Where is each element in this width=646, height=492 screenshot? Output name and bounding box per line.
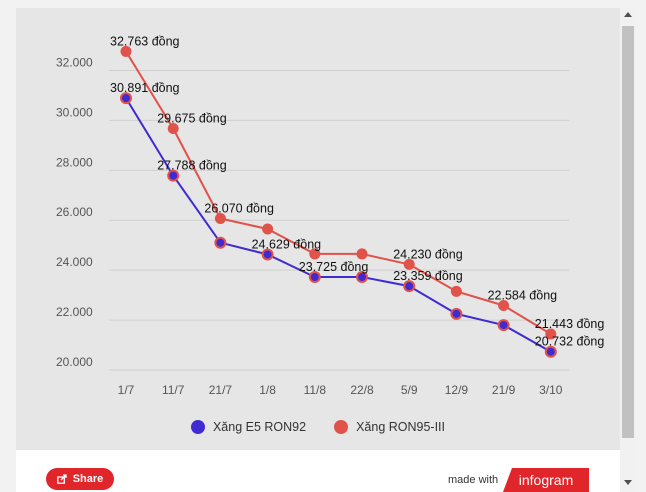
share-button[interactable]: Share	[46, 468, 114, 490]
y-tick-label: 20.000	[56, 355, 93, 369]
data-point-ron95-iii	[262, 223, 274, 235]
share-label: Share	[72, 473, 104, 485]
data-point-ron95-iii	[309, 248, 321, 260]
legend-label-ron95-iii: Xăng RON95-III	[356, 420, 446, 434]
data-point-ron95-iii	[403, 258, 415, 270]
data-point-ron95-iii	[498, 300, 510, 312]
x-tick-label: 5/9	[401, 383, 418, 397]
chart-panel: 20.000 22.000 24.000 26.000 28.000 30.000 32.0…	[16, 8, 620, 450]
infogram-logo[interactable]: infogram	[503, 468, 589, 492]
data-label-ron95-iii: 32.763 đồng	[110, 34, 180, 48]
scroll-down-arrow-icon[interactable]	[624, 480, 632, 485]
data-point-e5-ron92	[544, 345, 557, 358]
infogram-brand-text: infogram	[518, 472, 574, 488]
data-point-ron95-iii	[545, 328, 557, 340]
data-label-e5-ron92: 30.891 đồng	[110, 81, 180, 95]
line-chart: 20.000 22.000 24.000 26.000 28.000 30.000 32.0…	[56, 34, 605, 397]
data-point-e5-ron92	[261, 248, 274, 261]
data-point-e5-ron92	[450, 307, 463, 320]
made-with-text: made with	[448, 474, 499, 486]
data-label-e5-ron92: 27.788 đồng	[157, 159, 227, 173]
data-label-ron95-iii: 26.070 đồng	[204, 201, 274, 215]
legend-item-ron95-iii[interactable]: Xăng RON95-III	[334, 420, 445, 434]
x-tick-label: 11/7	[162, 383, 185, 397]
y-tick-label: 28.000	[56, 155, 93, 169]
data-point-ron95-iii	[356, 248, 368, 260]
x-tick-label: 12/9	[445, 383, 469, 397]
x-tick-label: 21/9	[492, 383, 516, 397]
footer-bar: Share made with infogram	[16, 458, 620, 492]
x-tick-label: 11/8	[304, 383, 327, 397]
vertical-scrollbar[interactable]	[620, 8, 636, 492]
data-point-e5-ron92	[308, 271, 321, 284]
scroll-up-arrow-icon[interactable]	[624, 12, 632, 17]
legend: Xăng E5 RON92 Xăng RON95-III	[16, 420, 620, 434]
data-label-e5-ron92: 23.725 đồng	[299, 260, 369, 274]
data-point-e5-ron92	[356, 271, 368, 284]
data-point-ron95-iii	[167, 123, 179, 135]
data-label-e5-ron92: 23.359 đồng	[393, 269, 463, 283]
data-point-e5-ron92	[167, 169, 180, 182]
y-tick-label: 26.000	[56, 205, 93, 219]
data-point-e5-ron92	[214, 236, 227, 249]
data-label-e5-ron92: 20.732 đồng	[535, 335, 605, 349]
data-label-ron95-iii: 24.230 đồng	[393, 247, 463, 261]
y-tick-label: 30.000	[56, 105, 93, 119]
data-point-ron95-iii	[450, 285, 462, 297]
data-point-e5-ron92	[497, 319, 510, 332]
embed-frame: 20.000 22.000 24.000 26.000 28.000 30.000 32.0…	[16, 8, 620, 492]
share-icon	[56, 474, 67, 484]
legend-label-e5-ron92: Xăng E5 RON92	[212, 420, 307, 434]
data-label-ron95-iii: 22.584 đồng	[488, 289, 558, 303]
x-tick-label: 1/7	[118, 383, 135, 397]
y-tick-label: 24.000	[56, 255, 93, 269]
series-line-e5-ron92	[125, 97, 552, 353]
data-point-ron95-iii	[214, 212, 226, 224]
legend-swatch-e5-ron92	[190, 420, 205, 434]
data-label-ron95-iii: 21.443 đồng	[535, 317, 605, 331]
y-tick-label: 32.000	[56, 55, 93, 69]
x-tick-label: 21/7	[209, 383, 233, 397]
series-line-ron95-iii	[125, 50, 552, 335]
legend-swatch-ron95-iii	[334, 420, 349, 434]
data-point-e5-ron92	[403, 280, 416, 293]
x-tick-label: 22/8	[350, 383, 374, 397]
legend-item-e5-ron92[interactable]: Xăng E5 RON92	[190, 420, 307, 434]
data-label-ron95-iii: 29.675 đồng	[157, 112, 227, 126]
x-tick-label: 1/8	[259, 383, 276, 397]
data-label-e5-ron92: 24.629 đồng	[252, 237, 322, 251]
data-point-e5-ron92	[120, 92, 132, 105]
x-tick-label: 3/10	[539, 383, 563, 397]
scroll-thumb[interactable]	[622, 26, 634, 438]
y-tick-label: 22.000	[56, 305, 93, 319]
data-point-ron95-iii	[120, 45, 132, 57]
